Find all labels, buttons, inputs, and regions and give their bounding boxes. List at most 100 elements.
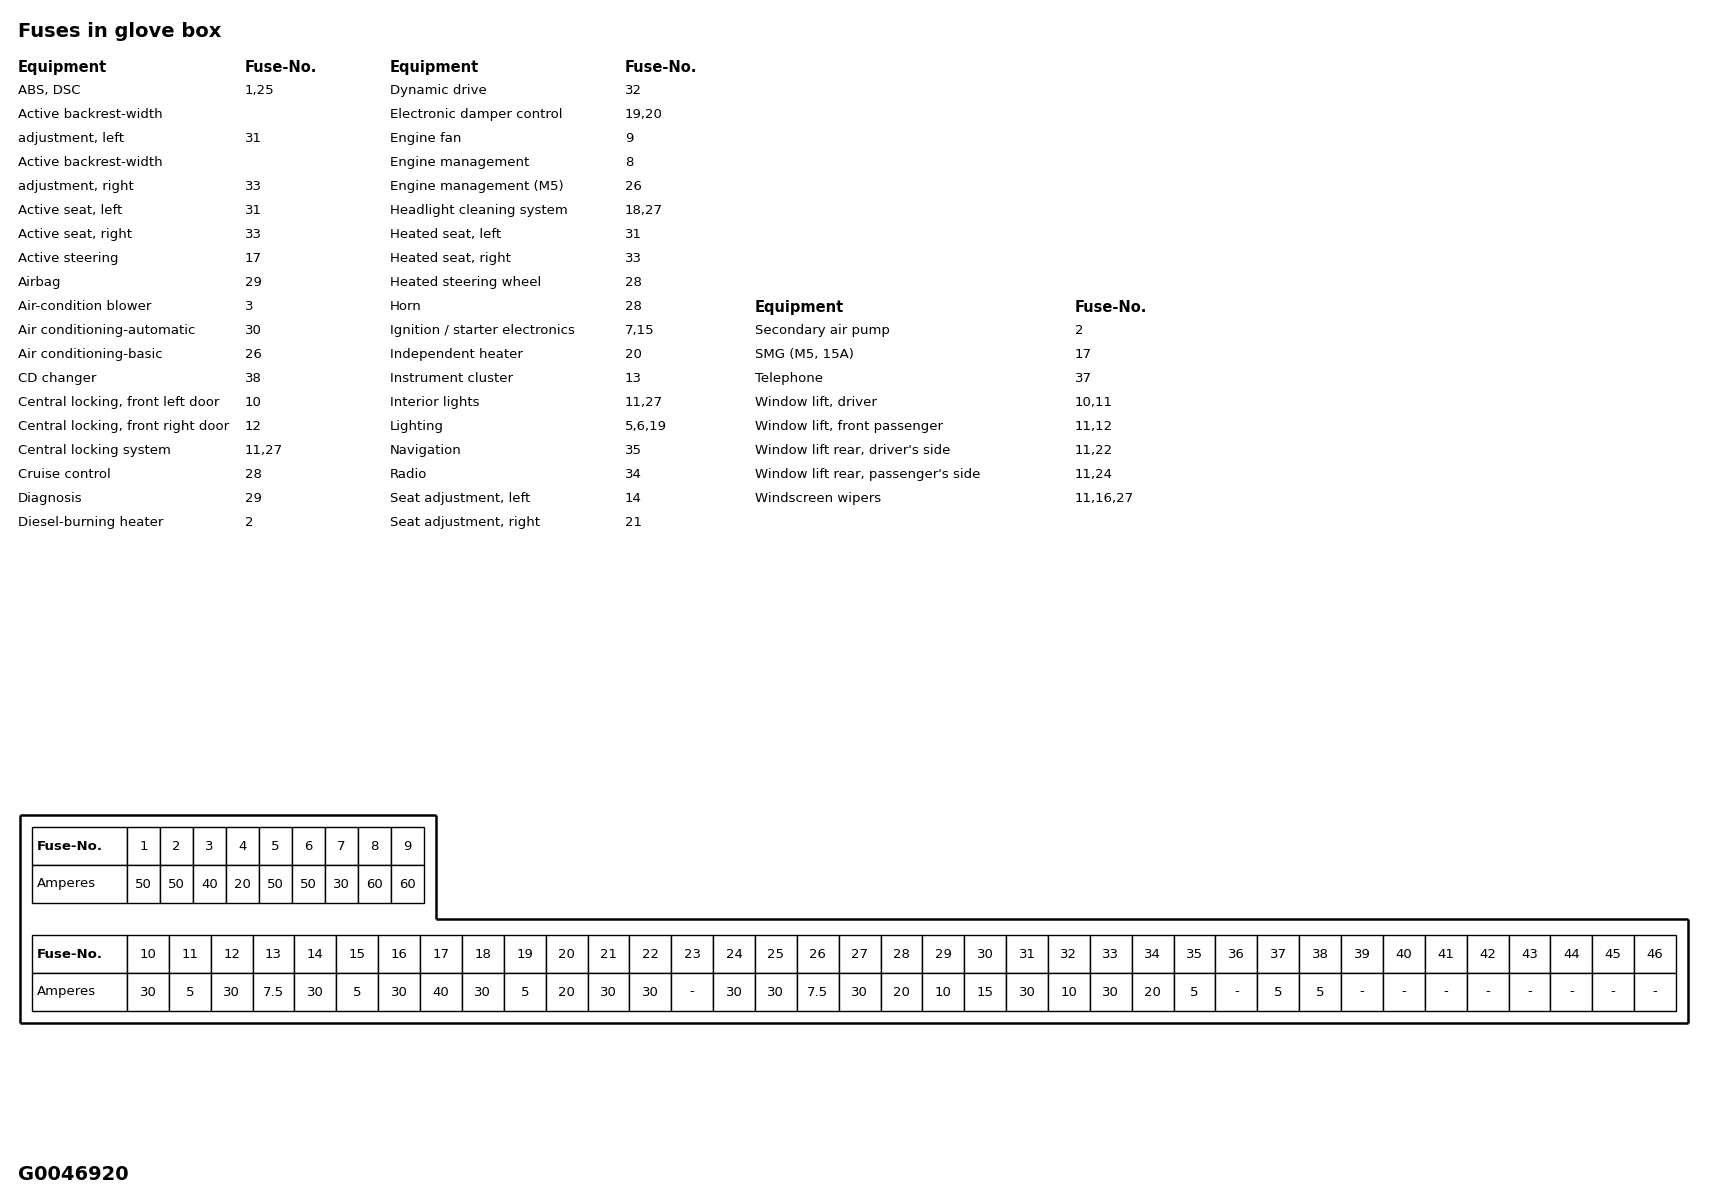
Bar [1465, 973, 1508, 1011]
Text: 10: 10 [245, 395, 262, 409]
Bar [33, 865, 127, 903]
Text: 18: 18 [475, 948, 490, 960]
Text: 19: 19 [516, 948, 533, 960]
Text: 30: 30 [768, 985, 783, 998]
Bar [963, 935, 1006, 973]
Text: 20: 20 [233, 878, 250, 891]
Text: 24: 24 [725, 948, 742, 960]
Text: 39: 39 [1352, 948, 1369, 960]
Text: 30: 30 [139, 985, 156, 998]
Text: 5: 5 [185, 985, 194, 998]
Text: 31: 31 [245, 204, 262, 217]
Text: 38: 38 [1311, 948, 1328, 960]
Bar [168, 973, 211, 1011]
Bar [159, 865, 194, 903]
Text: 2: 2 [245, 516, 254, 529]
Text: 23: 23 [684, 948, 701, 960]
Text: 60: 60 [365, 878, 382, 891]
Text: -: - [1234, 985, 1238, 998]
Bar [1006, 973, 1047, 1011]
Bar [1549, 973, 1591, 1011]
Text: Cruise control: Cruise control [17, 468, 111, 481]
Bar [1633, 973, 1675, 1011]
Bar [1131, 973, 1172, 1011]
Bar [211, 973, 252, 1011]
Text: 44: 44 [1561, 948, 1579, 960]
Bar [379, 973, 420, 1011]
Text: -: - [1568, 985, 1573, 998]
Text: 17: 17 [245, 252, 262, 266]
Bar [168, 935, 211, 973]
Text: 12: 12 [245, 420, 262, 434]
Text: 8: 8 [370, 840, 379, 853]
Text: Amperes: Amperes [38, 878, 96, 891]
Text: Window lift rear, driver's side: Window lift rear, driver's side [754, 444, 950, 457]
Text: -: - [1525, 985, 1531, 998]
Bar [1381, 935, 1424, 973]
Text: Telephone: Telephone [754, 372, 823, 385]
Bar [1381, 973, 1424, 1011]
Bar [1299, 973, 1340, 1011]
Bar [1006, 935, 1047, 973]
Text: 32: 32 [624, 85, 641, 96]
Text: Central locking, front left door: Central locking, front left door [17, 395, 219, 409]
Text: 5: 5 [353, 985, 362, 998]
Bar [797, 973, 838, 1011]
Bar [670, 973, 713, 1011]
Bar [127, 935, 168, 973]
Text: 50: 50 [267, 878, 285, 891]
Text: 20: 20 [557, 948, 574, 960]
Bar [291, 865, 326, 903]
Text: 8: 8 [624, 156, 632, 169]
Bar [358, 865, 391, 903]
Text: Equipment: Equipment [17, 60, 108, 75]
Text: 40: 40 [432, 985, 449, 998]
Text: -: - [1359, 985, 1364, 998]
Text: Fuse-No.: Fuse-No. [245, 60, 317, 75]
Text: 41: 41 [1436, 948, 1453, 960]
Text: Ignition / starter electronics: Ignition / starter electronics [389, 324, 574, 337]
Bar [461, 935, 504, 973]
Text: 30: 30 [307, 985, 324, 998]
Text: 13: 13 [624, 372, 641, 385]
Bar [295, 973, 336, 1011]
Text: 1: 1 [139, 840, 147, 853]
Text: 42: 42 [1477, 948, 1495, 960]
Bar [1215, 973, 1256, 1011]
Bar [420, 935, 461, 973]
Text: 34: 34 [1143, 948, 1160, 960]
Text: Airbag: Airbag [17, 276, 62, 289]
Bar [504, 973, 545, 1011]
Bar [336, 935, 379, 973]
Text: 30: 30 [641, 985, 658, 998]
Text: 50: 50 [300, 878, 317, 891]
Bar [1172, 973, 1215, 1011]
Text: Fuse-No.: Fuse-No. [624, 60, 698, 75]
Bar [159, 827, 194, 865]
Text: Windscreen wipers: Windscreen wipers [754, 492, 881, 505]
Text: Active backrest-width: Active backrest-width [17, 108, 163, 121]
Bar [291, 827, 326, 865]
Text: 11,12: 11,12 [1075, 420, 1112, 434]
Bar [1047, 935, 1090, 973]
Text: 5: 5 [1315, 985, 1323, 998]
Text: Diagnosis: Diagnosis [17, 492, 82, 505]
Bar [879, 973, 922, 1011]
Text: 17: 17 [1075, 348, 1092, 361]
Text: 19,20: 19,20 [624, 108, 663, 121]
Bar [1047, 973, 1090, 1011]
Bar [1549, 935, 1591, 973]
Text: 11,24: 11,24 [1075, 468, 1112, 481]
Text: 26: 26 [245, 348, 262, 361]
Text: -: - [1443, 985, 1447, 998]
Text: Window lift rear, passenger's side: Window lift rear, passenger's side [754, 468, 980, 481]
Text: Air conditioning-automatic: Air conditioning-automatic [17, 324, 195, 337]
Text: 50: 50 [168, 878, 185, 891]
Text: Active steering: Active steering [17, 252, 118, 266]
Text: Secondary air pump: Secondary air pump [754, 324, 890, 337]
Text: 5,6,19: 5,6,19 [624, 420, 667, 434]
Text: 16: 16 [391, 948, 408, 960]
Bar [1090, 973, 1131, 1011]
Text: 29: 29 [934, 948, 951, 960]
Text: 30: 30 [977, 948, 992, 960]
